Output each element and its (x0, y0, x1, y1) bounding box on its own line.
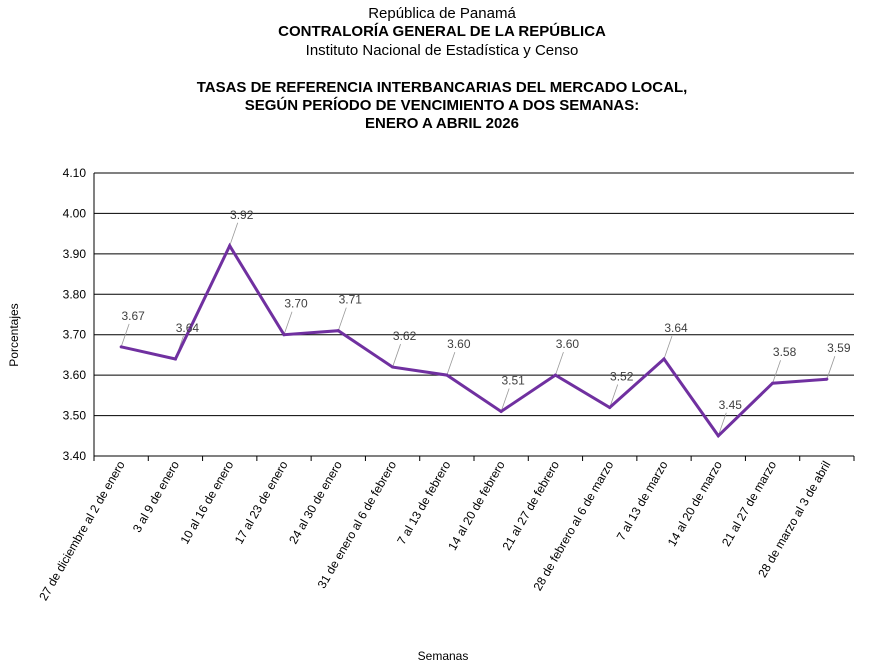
data-label: 3.59 (827, 341, 851, 355)
data-label: 3.64 (664, 321, 688, 335)
x-tick-label: 7 al 13 de marzo (614, 458, 671, 543)
data-point (499, 410, 503, 414)
x-tick-label: 3 al 9 de enero (130, 458, 182, 535)
y-tick-label: 3.80 (63, 287, 87, 301)
x-tick-label: 27 de diciembre al 2 de enero (36, 458, 128, 603)
leader-line (609, 384, 619, 408)
gridlines (94, 172, 854, 417)
data-point (553, 373, 557, 377)
leader-line (717, 412, 727, 436)
data-label: 3.92 (230, 208, 254, 222)
data-point (662, 357, 666, 361)
leader-line (555, 352, 564, 376)
y-tick-label: 3.60 (63, 368, 87, 382)
leader-line (229, 222, 239, 246)
x-tick-label: 21 al 27 de febrero (500, 458, 563, 553)
y-tick-label: 4.00 (63, 206, 87, 220)
series-line (119, 242, 829, 439)
data-point (391, 365, 395, 369)
header-country: República de Panamá (368, 5, 516, 22)
data-point (445, 373, 449, 377)
y-tick-labels: 3.40 3.50 3.60 3.70 3.80 3.90 4.00 4.10 (63, 166, 87, 463)
y-tick-label: 3.90 (63, 247, 87, 261)
x-tick-label: 14 al 20 de febrero (445, 458, 508, 553)
leader-line (826, 356, 836, 380)
x-tick-label: 17 al 23 de enero (232, 458, 291, 546)
axes (93, 173, 855, 461)
leader-line (283, 311, 293, 335)
leader-line (663, 335, 673, 360)
data-point (716, 434, 720, 438)
y-tick-label: 3.50 (63, 409, 87, 423)
data-point (173, 357, 177, 361)
data-label: 3.71 (339, 293, 363, 307)
y-tick-label: 3.70 (63, 328, 87, 342)
x-tick-label: 10 al 16 de enero (177, 458, 236, 546)
data-label: 3.45 (719, 398, 743, 412)
x-tick-label: 24 al 30 de enero (286, 458, 345, 546)
x-tick-label: 21 al 27 de marzo (719, 458, 779, 548)
header-department: Instituto Nacional de Estadística y Cens… (305, 42, 579, 59)
series-polyline (120, 242, 828, 439)
data-label: 3.62 (393, 329, 417, 343)
y-tick-label: 4.10 (63, 166, 87, 180)
leader-line (772, 360, 781, 384)
y-axis-label: Porcentajes (7, 303, 21, 366)
x-tick-labels: 27 de diciembre al 2 de enero 3 al 9 de e… (36, 458, 833, 603)
chart-title-line-3: ENERO A ABRIL 2026 (365, 115, 519, 132)
leader-line (500, 388, 510, 412)
leader-line (120, 323, 130, 347)
header-institution: CONTRALORÍA GENERAL DE LA REPÚBLICA (278, 23, 606, 40)
data-point (336, 329, 340, 333)
data-label: 3.51 (501, 374, 525, 388)
leader-line (392, 343, 401, 368)
data-point (771, 381, 775, 385)
x-tick-label: 7 al 13 de febrero (394, 458, 453, 547)
leader-line (337, 307, 347, 331)
data-point (825, 377, 829, 381)
data-label: 3.60 (556, 337, 580, 351)
data-label: 3.70 (284, 297, 308, 311)
data-label: 3.58 (773, 345, 797, 359)
x-axis-label: Semanas (418, 649, 469, 663)
data-label: 3.52 (610, 369, 634, 383)
label-leader-lines (120, 222, 836, 436)
y-tick-label: 3.40 (63, 449, 87, 463)
data-label: 3.67 (121, 309, 145, 323)
data-point (119, 345, 123, 349)
data-label: 3.60 (447, 337, 471, 351)
data-point (282, 333, 286, 337)
data-point (608, 405, 612, 409)
data-labels: 3.67 3.64 3.92 3.70 3.71 3.62 3.60 3.51 3.60 3.52… (121, 208, 850, 412)
data-point (228, 244, 232, 248)
x-tick-label: 14 al 20 de marzo (665, 458, 725, 548)
chart-title-line-2: SEGÚN PERÍODO DE VENCIMIENTO A DOS SEMAN… (244, 97, 640, 114)
chart-title-line-1: TASAS DE REFERENCIA INTERBANCARIAS DEL M… (196, 79, 688, 96)
data-label: 3.64 (176, 321, 200, 335)
leader-line (446, 352, 456, 376)
